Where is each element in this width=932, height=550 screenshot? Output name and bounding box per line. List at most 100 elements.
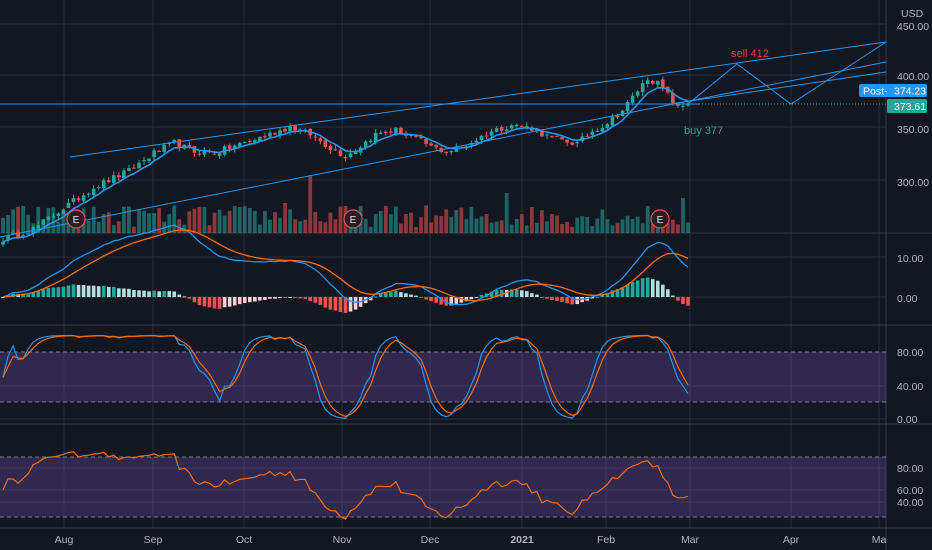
volume-bar [580, 216, 585, 233]
candle-body [378, 132, 383, 135]
candle-body [519, 126, 524, 128]
candle-body [21, 235, 25, 237]
macd-tick-label: 0.00 [897, 293, 918, 305]
candle-body [263, 136, 267, 138]
macd-histogram-bar [313, 297, 318, 303]
svg-text:E: E [73, 215, 80, 226]
stoch-tick-label: 80.00 [897, 347, 923, 359]
volume-bar [212, 212, 217, 233]
candle-body [484, 135, 489, 137]
macd-histogram-bar [394, 290, 398, 297]
macd-histogram-bar [550, 297, 554, 300]
macd-histogram-bar [434, 297, 438, 303]
volume-bar [333, 219, 338, 233]
candle-body [288, 126, 292, 132]
volume-bar [494, 221, 499, 233]
macd-histogram-bar [540, 297, 544, 298]
macd-histogram-bar [595, 296, 600, 298]
candle-body [227, 145, 232, 149]
volume-bar [414, 226, 418, 233]
volume-bar [439, 216, 444, 233]
macd-histogram-bar [373, 296, 378, 298]
volume-bar [283, 203, 287, 233]
candle-body [429, 143, 433, 146]
macd-histogram-bar [157, 291, 161, 297]
volume-bar [101, 214, 106, 233]
candle-body [499, 127, 504, 131]
macd-histogram-bar [655, 280, 660, 297]
volume-bar [6, 215, 10, 233]
macd-histogram-bar [152, 290, 156, 297]
macd-histogram-bar [389, 292, 393, 297]
macd-histogram-bar [41, 289, 46, 297]
volume-bar [645, 205, 650, 233]
volume-bar [242, 206, 247, 233]
volume-bar [560, 224, 564, 233]
volume-bar [383, 205, 388, 233]
volume-bar [378, 210, 383, 233]
macd-histogram-bar [132, 290, 136, 297]
candle-body [625, 101, 630, 112]
macd-histogram-bar [242, 297, 247, 303]
macd-histogram-bar [454, 297, 459, 304]
volume-bar [202, 206, 207, 233]
candle-body [414, 135, 418, 137]
volume-bar [540, 210, 544, 233]
candle-body [399, 127, 403, 135]
macd-histogram-bar [96, 286, 101, 297]
macd-histogram-bar [414, 295, 418, 297]
candle-body [383, 131, 388, 133]
volume-bar [51, 207, 56, 233]
candle-body [525, 126, 529, 128]
volume-bar [615, 222, 620, 233]
macd-histogram-bar [489, 291, 494, 297]
volume-bar [635, 216, 640, 233]
macd-histogram-bar [459, 297, 464, 303]
macd-histogram-bar [640, 278, 645, 297]
volume-bar [625, 215, 630, 233]
candle-body [71, 198, 76, 202]
earnings-marker[interactable]: E [650, 209, 670, 229]
volume-bar [137, 210, 141, 233]
volume-bar [16, 206, 21, 233]
volume-bar [610, 225, 615, 233]
candle-body [268, 132, 272, 137]
rsi-tick-label: 60.00 [897, 485, 923, 497]
trend-drawings[interactable] [0, 41, 887, 238]
macd-histogram-bar [560, 297, 564, 302]
sell-annotation[interactable]: sell 412 [731, 48, 769, 60]
macd-histogram-bar [399, 292, 403, 297]
candle-body [16, 232, 20, 238]
volume-bar [268, 219, 272, 233]
volume-bar [132, 226, 136, 233]
macd-histogram-bar [409, 294, 413, 297]
macd-histogram-bar [328, 297, 333, 310]
volume-bar [207, 225, 212, 233]
earnings-marker[interactable]: E [343, 209, 363, 229]
time-tick-label: Apr [783, 534, 800, 546]
volume-bar [157, 208, 162, 233]
candle-body [197, 153, 202, 155]
stochastic-pane [2, 334, 689, 420]
macd-histogram-bar [192, 297, 197, 303]
macd-histogram-bar [535, 294, 539, 297]
candle-body [278, 130, 282, 136]
earnings-marker[interactable]: E [66, 209, 86, 229]
volume-bar [449, 216, 454, 233]
candle-body [449, 151, 454, 153]
volume-bar [681, 198, 685, 233]
candle-body [424, 138, 428, 144]
candle-body [172, 139, 177, 143]
volume-bar [499, 220, 504, 233]
macd-histogram-bar [142, 290, 146, 297]
volume-bar [509, 224, 514, 233]
buy-annotation[interactable]: buy 377 [684, 125, 723, 137]
macd-histogram-bar [666, 289, 670, 297]
candle-body [76, 198, 81, 200]
candle-body [640, 83, 645, 93]
post-price-tag [859, 84, 927, 97]
macd-histogram-bar [268, 297, 272, 299]
candle-body [595, 130, 600, 132]
candle-body [338, 150, 343, 156]
